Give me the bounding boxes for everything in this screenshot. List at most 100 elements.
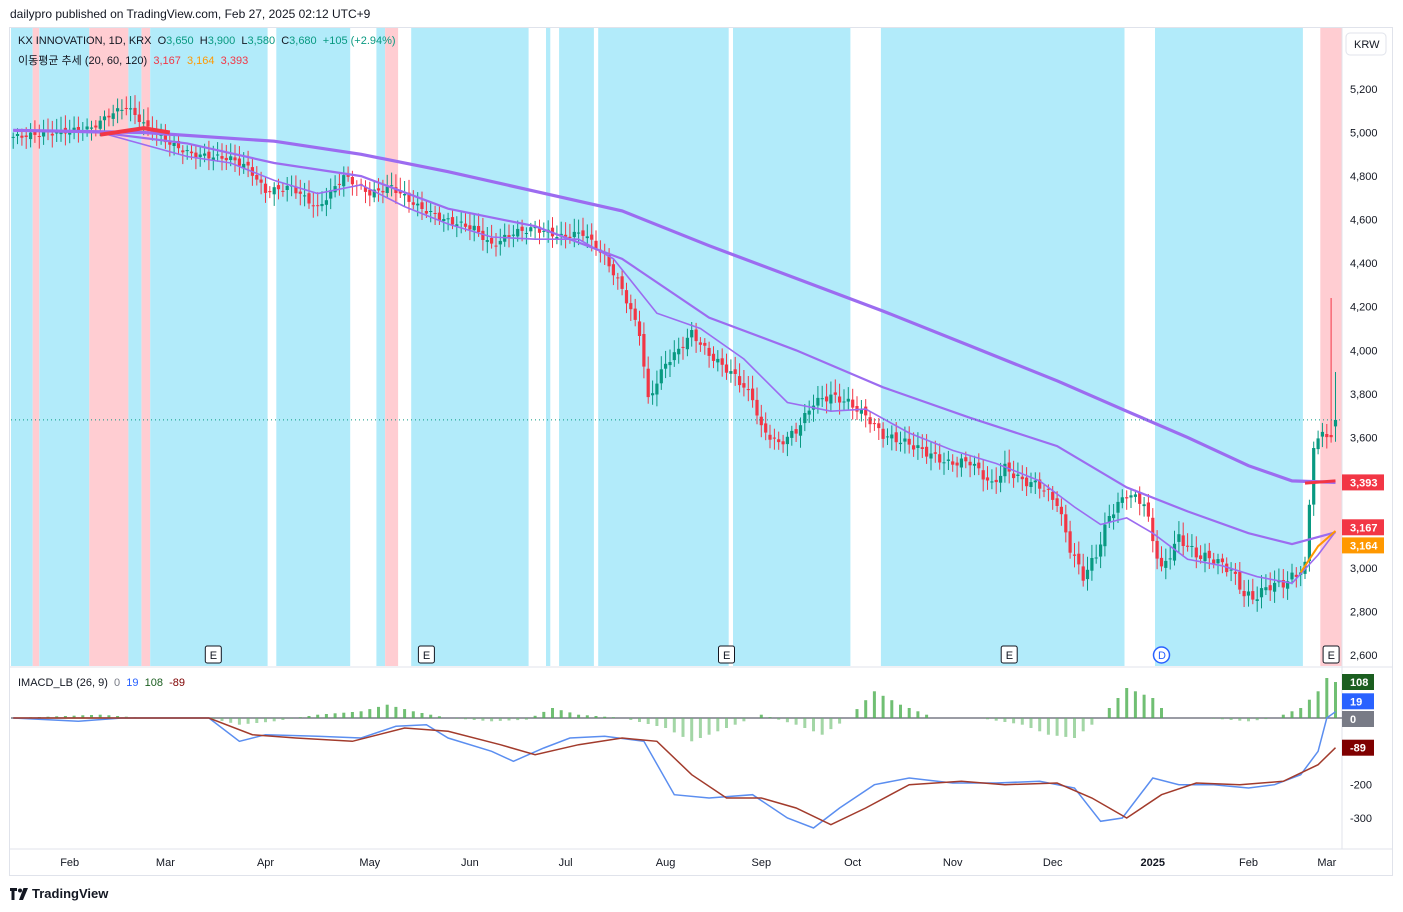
- macd-histogram-bar: [490, 718, 494, 722]
- candle-body: [116, 108, 120, 112]
- earnings-marker-label: E: [723, 650, 730, 662]
- candle-body: [1003, 463, 1007, 477]
- candle-body: [764, 423, 768, 433]
- candle-body: [107, 115, 111, 118]
- candle-body: [825, 396, 829, 402]
- candle-body: [507, 235, 511, 237]
- price-axis: 2,6002,8003,0003,2003,4003,6003,8004,000…: [1350, 84, 1378, 662]
- candle-body: [1046, 488, 1050, 490]
- macd-histogram-bar: [829, 718, 833, 730]
- candle-body: [529, 227, 533, 232]
- ma-60-value: 3,164: [187, 55, 215, 67]
- macd-histogram-bar: [507, 718, 511, 721]
- time-tick-label: Jun: [461, 857, 479, 869]
- candle-body: [981, 470, 985, 480]
- macd-histogram-bar: [890, 700, 894, 718]
- macd-histogram-bar: [1264, 718, 1268, 720]
- macd-histogram-bar: [551, 708, 554, 718]
- background-band: [598, 28, 729, 666]
- price-tag-box: [1342, 519, 1384, 536]
- candle-body: [403, 194, 407, 196]
- background-band: [128, 28, 142, 666]
- candle-body: [472, 225, 476, 231]
- macd-histogram-bar: [377, 706, 380, 718]
- candle-body: [816, 397, 820, 406]
- candle-body: [111, 113, 115, 119]
- candle-body: [803, 413, 807, 424]
- background-band: [141, 28, 151, 666]
- candle-body: [55, 132, 59, 134]
- candle-body: [607, 255, 611, 267]
- dividend-marker: [1152, 646, 1171, 664]
- candle-body: [829, 394, 833, 404]
- macd-tag-label: 19: [1350, 696, 1362, 708]
- macd-histogram-bar: [803, 718, 807, 728]
- macd-histogram-bar: [516, 718, 520, 721]
- macd-histogram-bar: [585, 715, 589, 718]
- macd-histogram-bar: [498, 718, 502, 721]
- macd-histogram-bar: [1290, 711, 1294, 718]
- macd-histogram-bar: [820, 718, 824, 735]
- candle-body: [146, 120, 150, 127]
- candle-body: [133, 107, 137, 115]
- earnings-marker: [1000, 645, 1018, 664]
- macd-histogram-bar: [768, 717, 772, 718]
- macd-histogram-bar: [899, 704, 902, 718]
- macd-histogram-bar: [342, 712, 346, 718]
- candle-body: [1316, 438, 1320, 450]
- candle-body: [1029, 482, 1033, 487]
- macd-histogram-bar: [403, 709, 407, 718]
- candle-body: [168, 141, 172, 145]
- candle-body: [1103, 524, 1107, 547]
- ma-indicator-name: 이동평균 추세 (20, 60, 120): [18, 55, 148, 67]
- candle-body: [577, 232, 581, 234]
- price-tick-label: 5,200: [1350, 84, 1378, 96]
- candle-body: [498, 240, 502, 245]
- candle-body: [459, 221, 463, 223]
- candle-body: [311, 205, 315, 207]
- macd-histogram-bar: [664, 718, 668, 728]
- candle-body: [738, 376, 742, 386]
- price-tick-label: 4,600: [1350, 215, 1378, 227]
- macd-histogram-bar: [542, 711, 546, 718]
- macd-histogram-bar: [1229, 718, 1233, 720]
- macd-histogram-bar: [1220, 718, 1224, 720]
- candle-body: [964, 457, 968, 462]
- macd-histogram-bar: [907, 708, 911, 718]
- candle-body: [1051, 491, 1055, 500]
- macd-histogram-bar: [812, 718, 815, 732]
- candle-body: [920, 447, 924, 449]
- candle-body: [685, 337, 689, 350]
- price-tick-label: 3,000: [1350, 563, 1378, 575]
- candle-body: [1181, 535, 1185, 546]
- macd-histogram-bar: [881, 695, 885, 718]
- candle-body: [642, 334, 646, 367]
- candle-body: [276, 185, 281, 190]
- macd-histogram-bar: [472, 718, 476, 720]
- ma-highlight-segment: [1304, 479, 1336, 485]
- footer-brand[interactable]: TradingView: [10, 886, 108, 901]
- candle-body: [868, 417, 872, 425]
- candle-body: [690, 330, 694, 338]
- candle-body: [916, 445, 920, 448]
- background-band: [39, 28, 90, 666]
- candle-body: [1190, 546, 1194, 547]
- time-tick-label: 2025: [1141, 857, 1165, 869]
- macd-histogram-bar: [1238, 718, 1242, 721]
- candle-body: [877, 423, 881, 429]
- candle-body: [1125, 497, 1129, 499]
- background-band: [32, 28, 40, 666]
- candle-body: [724, 364, 729, 373]
- candle-body: [1212, 559, 1216, 564]
- macd-histogram-bar: [1003, 718, 1007, 722]
- candle-body: [120, 109, 124, 111]
- macd-histogram-bar: [655, 718, 659, 726]
- candle-body: [446, 218, 450, 220]
- candle-body: [207, 151, 211, 159]
- candle-body: [481, 230, 485, 240]
- macd-tag-label: 0: [1350, 714, 1356, 726]
- macd-tag-box: [1342, 693, 1374, 710]
- candle-body: [798, 425, 803, 436]
- candle-body: [1264, 587, 1268, 591]
